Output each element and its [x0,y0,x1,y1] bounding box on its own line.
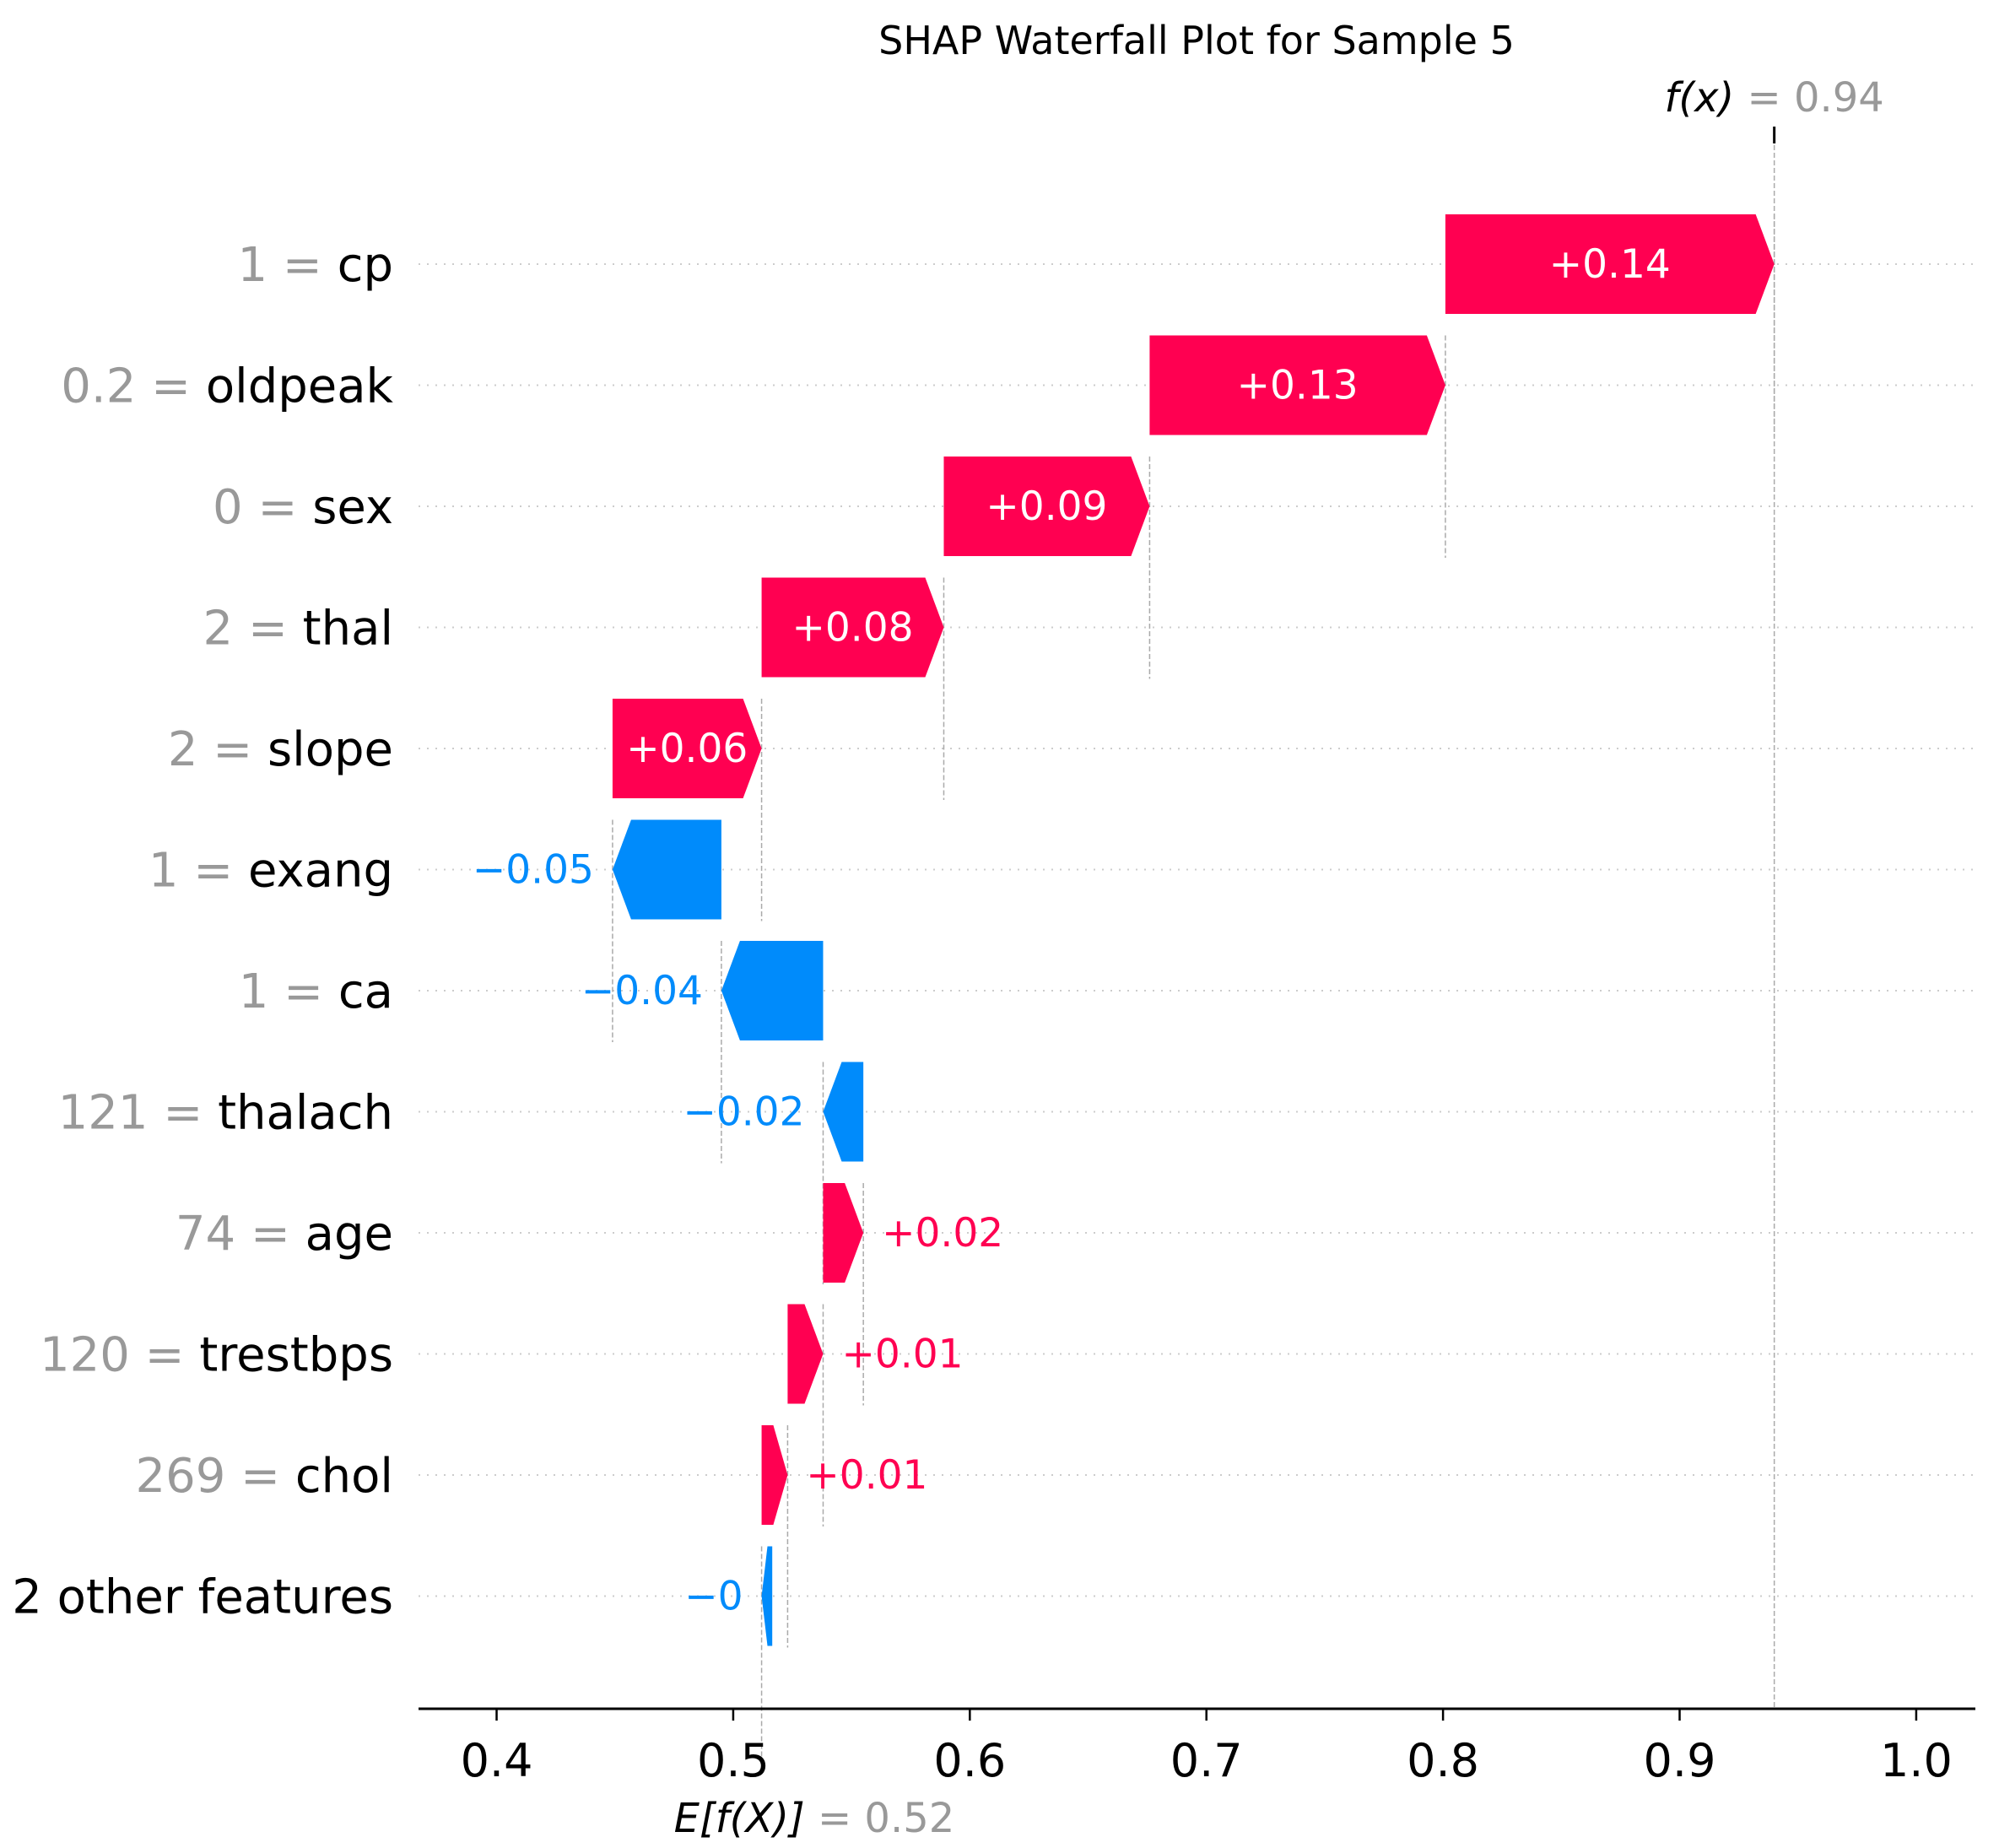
feature-value: 74 = [176,1207,305,1262]
output-value-annotation: f(x) = 0.94 [1664,74,1883,122]
feature-name: oldpeak [206,359,394,414]
feature-label: 2 other features [12,1570,393,1625]
bar-ca [721,941,824,1040]
bar-thal [761,577,944,678]
bar-value-label: +0.13 [1237,363,1359,409]
feature-label: 1 = ca [239,965,393,1019]
base-label: E[f(X)] [674,1795,818,1842]
bar-value-label: −0.04 [581,968,703,1014]
x-tick-label: 0.7 [1170,1734,1243,1787]
bar-exang [612,819,721,920]
feature-value: 2 = [168,722,267,777]
feature-name: sex [312,480,393,535]
feature-name: exang [248,844,393,899]
feature-value: 1 = [149,844,248,899]
bar-value-label: −0.05 [473,847,594,894]
feature-value: 2 = [203,602,303,657]
feature-value: 1 = [238,238,338,293]
x-tick-label: 0.9 [1644,1734,1716,1787]
feature-name: cp [338,238,393,293]
bar-labels: +0.14 +0.13 +0.09 +0.08 +0.06 −0.05 −0.04 −0.02… [473,241,1671,1620]
feature-label: 120 = trestbps [40,1328,393,1383]
feature-value: 120 = [40,1328,199,1383]
bar-thalach [823,1062,864,1162]
feature-name: 2 other features [12,1570,393,1625]
bar-value-label: +0.14 [1549,241,1671,288]
x-axis: 0.4 0.5 0.6 0.7 0.8 0.9 1.0 [419,1707,1975,1787]
bar-value-label: +0.01 [806,1452,927,1499]
feature-name: thalach [218,1086,393,1141]
feature-label: 121 = thalach [58,1086,393,1141]
bar-trestbps [787,1304,824,1404]
bar-slope [612,699,762,798]
feature-label: 1 = cp [238,238,394,293]
bars [612,214,1775,1646]
feature-name: slope [267,722,393,777]
feature-name: chol [295,1449,393,1504]
feature-value: 0.2 = [61,359,206,414]
output-label: f(x) [1664,74,1747,122]
bar-value-label: +0.08 [792,605,914,651]
feature-value: 269 = [135,1449,294,1504]
feature-label: 74 = age [176,1207,393,1262]
bar-value-label: +0.06 [626,726,748,772]
bar-value-label: +0.02 [882,1210,1003,1256]
bar-value-label: +0.01 [841,1332,963,1378]
base-value: = 0.52 [818,1795,954,1842]
bar-value-label: −0.02 [683,1089,804,1136]
feature-label: 0 = sex [213,480,393,535]
bar-cp [1445,214,1775,314]
bar-age [823,1183,864,1283]
feature-name: ca [338,965,393,1019]
feature-value: 1 = [239,965,338,1019]
feature-label: 2 = thal [203,602,393,657]
row-gridlines [419,263,1975,1597]
bar-value-label: +0.09 [986,484,1107,530]
feature-label: 1 = exang [149,844,393,899]
bar-chol [761,1425,788,1525]
chart-title: SHAP Waterfall Plot for Sample 5 [878,18,1515,63]
feature-label: 2 = slope [168,722,393,777]
bar-sex [943,457,1150,556]
bar-oldpeak [1149,335,1445,435]
base-value-annotation: E[f(X)] = 0.52 [674,1795,955,1842]
feature-value: 0 = [213,480,312,535]
feature-name: trestbps [199,1328,393,1383]
feature-name: thal [303,602,393,657]
value-annotations: f(x) = 0.94 E[f(X)] = 0.52 [674,74,1884,1842]
x-tick-label: 0.5 [697,1734,770,1787]
x-tick-label: 0.4 [461,1734,533,1787]
feature-name: age [305,1207,393,1262]
bar-2-other-features [761,1546,773,1646]
x-tick-label: 0.8 [1407,1734,1479,1787]
x-tick-label: 1.0 [1880,1734,1953,1787]
feature-label: 269 = chol [135,1449,393,1504]
bar-value-label: −0 [684,1574,743,1620]
feature-value: 121 = [58,1086,218,1141]
output-value: = 0.94 [1747,74,1883,122]
feature-label: 0.2 = oldpeak [61,359,393,414]
x-tick-label: 0.6 [933,1734,1006,1787]
